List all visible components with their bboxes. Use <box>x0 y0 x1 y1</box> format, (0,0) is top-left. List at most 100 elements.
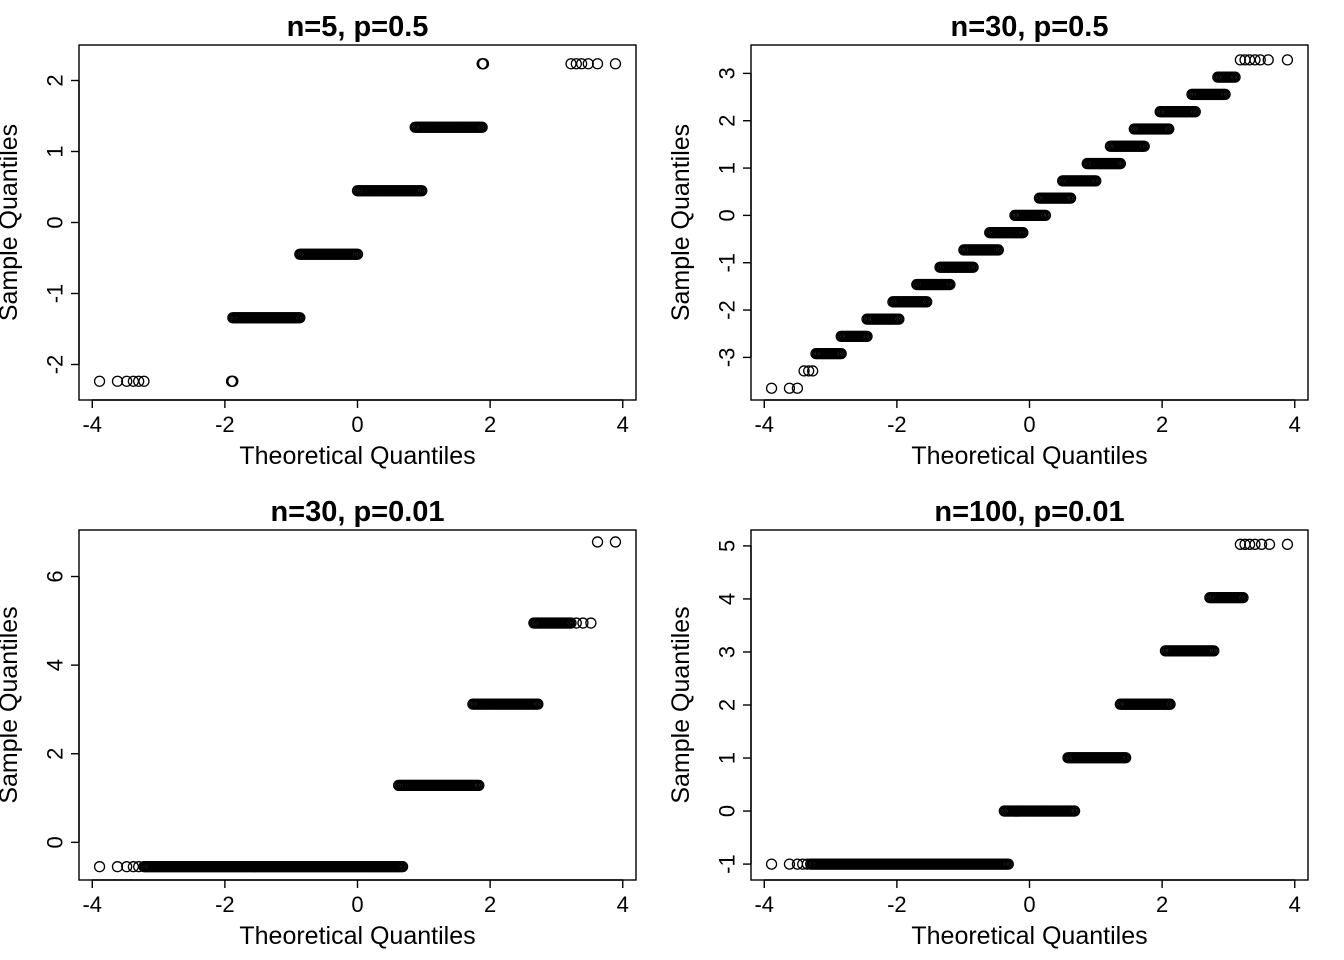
data-point <box>416 185 428 197</box>
y-tick-label: 2 <box>43 74 68 86</box>
data-point <box>1234 538 1247 550</box>
y-tick-label: 2 <box>715 699 740 711</box>
data-point <box>1064 192 1077 204</box>
data-point <box>577 617 589 629</box>
y-tick-label: -2 <box>715 300 740 320</box>
data-point <box>121 861 133 873</box>
y-tick-label: 4 <box>715 593 740 605</box>
y-axis-label: Sample Quantiles <box>667 606 695 803</box>
y-tick-label: -1 <box>715 854 740 874</box>
data-point <box>532 698 544 710</box>
x-axis-label: Theoretical Quantiles <box>239 442 475 470</box>
x-tick-label: 4 <box>617 412 629 437</box>
y-tick-label: -2 <box>43 355 68 375</box>
data-point <box>473 779 485 792</box>
data-point <box>807 365 819 377</box>
data-point <box>1234 54 1247 66</box>
y-tick-label: 4 <box>43 659 68 671</box>
data-point <box>396 861 409 873</box>
data-point <box>582 58 594 70</box>
data-point <box>803 365 815 377</box>
y-tick-label: 2 <box>715 115 740 127</box>
data-point <box>1208 645 1220 657</box>
data-point <box>801 858 814 870</box>
y-tick-label: -1 <box>715 253 740 273</box>
x-tick-label: 4 <box>617 892 629 917</box>
data-point <box>591 58 604 70</box>
data-point <box>765 382 778 394</box>
data-point <box>1138 140 1150 152</box>
x-tick-label: 4 <box>1289 892 1301 917</box>
data-point <box>1189 106 1201 118</box>
chart-title: n=5, p=0.5 <box>287 11 429 43</box>
data-point <box>967 261 979 273</box>
x-tick-label: -2 <box>887 892 907 917</box>
data-point <box>1281 538 1294 550</box>
plot-frame <box>78 44 637 401</box>
data-point <box>133 375 145 387</box>
data-point <box>992 244 1004 256</box>
x-tick-label: 0 <box>1023 892 1035 917</box>
data-point <box>575 58 588 70</box>
plot-frame <box>750 529 1309 881</box>
x-tick-label: 0 <box>1023 412 1035 437</box>
y-tick-label: 0 <box>43 216 68 228</box>
data-point <box>351 248 364 260</box>
data-point <box>1039 209 1052 222</box>
chart-title: n=30, p=0.01 <box>270 496 444 528</box>
x-tick-label: 4 <box>1289 412 1301 437</box>
y-tick-label: 1 <box>715 752 740 764</box>
data-point <box>138 375 150 387</box>
data-point <box>1237 591 1249 604</box>
data-point <box>294 312 306 324</box>
data-point <box>893 313 905 325</box>
data-point <box>798 365 810 377</box>
data-point <box>477 58 490 70</box>
y-axis-label: Sample Quantiles <box>0 124 23 321</box>
data-point <box>476 121 488 133</box>
data-point <box>93 375 106 387</box>
x-axis-label: Theoretical Quantiles <box>911 922 1147 950</box>
data-point <box>835 348 847 360</box>
y-tick-label: 5 <box>715 540 740 552</box>
y-tick-label: 0 <box>715 805 740 817</box>
x-tick-label: 2 <box>484 892 496 917</box>
x-tick-label: -2 <box>215 412 235 437</box>
data-point <box>1254 54 1266 66</box>
data-point <box>783 858 796 870</box>
data-point <box>609 536 622 548</box>
data-point <box>111 375 124 387</box>
data-point <box>921 296 933 308</box>
y-tick-label: 0 <box>715 209 740 221</box>
data-point <box>1090 175 1102 187</box>
data-point <box>227 375 239 387</box>
y-tick-label: 1 <box>43 145 68 157</box>
data-point <box>565 617 577 629</box>
y-axis-label: Sample Quantiles <box>667 124 695 321</box>
x-tick-label: 2 <box>1156 892 1168 917</box>
x-tick-label: -4 <box>82 412 102 437</box>
data-point <box>791 382 804 394</box>
chart-title: n=100, p=0.01 <box>934 496 1124 528</box>
data-point <box>861 330 873 343</box>
data-point <box>1068 805 1081 817</box>
x-tick-label: 0 <box>351 412 363 437</box>
data-point <box>93 861 106 873</box>
data-point <box>585 617 597 629</box>
y-tick-label: -3 <box>715 348 740 368</box>
x-tick-label: 0 <box>351 892 363 917</box>
data-point <box>133 861 145 873</box>
plot-frame <box>78 529 637 881</box>
data-point <box>1281 54 1294 66</box>
y-tick-label: 3 <box>715 646 740 658</box>
y-axis-label: Sample Quantiles <box>0 606 23 803</box>
data-point <box>1249 54 1261 66</box>
y-tick-label: 0 <box>43 836 68 848</box>
data-point <box>1262 54 1274 66</box>
x-tick-label: -4 <box>82 892 102 917</box>
x-axis-label: Theoretical Quantiles <box>239 922 475 950</box>
data-point <box>1002 858 1014 870</box>
y-tick-label: 1 <box>715 162 740 174</box>
data-point <box>1229 71 1241 83</box>
